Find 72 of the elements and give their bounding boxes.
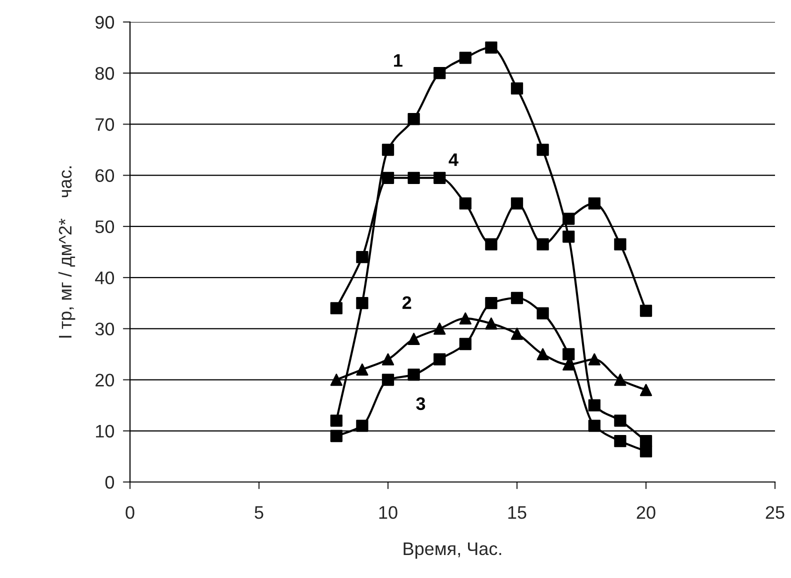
point: [485, 41, 498, 54]
series-label: 4: [448, 153, 458, 166]
point: [588, 399, 600, 412]
point: [510, 82, 524, 95]
point: [408, 113, 420, 126]
point: [485, 238, 498, 250]
point: [640, 304, 652, 317]
y-tick-label: 70: [96, 118, 114, 131]
y-tick-label: 20: [96, 374, 114, 386]
point: [382, 172, 394, 184]
point: [408, 172, 420, 184]
point: [510, 292, 524, 304]
point: [330, 430, 342, 442]
point: [536, 144, 549, 156]
point: [588, 420, 600, 432]
point: [356, 251, 368, 264]
point: [459, 197, 472, 210]
point: [408, 368, 420, 381]
point: [562, 348, 575, 360]
point: [434, 322, 446, 335]
point: [382, 353, 394, 366]
point: [459, 52, 472, 64]
series-label: 1: [394, 54, 402, 67]
point: [485, 317, 498, 330]
point: [382, 144, 394, 156]
x-tick-label: 0: [126, 506, 134, 519]
x-tick-label: 5: [254, 506, 264, 519]
point: [588, 353, 600, 366]
point: [614, 374, 626, 386]
point: [408, 332, 420, 345]
point: [562, 230, 575, 243]
series-label: 2: [402, 296, 412, 309]
series-label: 3: [416, 397, 426, 410]
y-axis-title: I тр, мг / дм^2* час.: [58, 166, 76, 338]
point: [588, 197, 600, 210]
point: [330, 302, 342, 314]
point: [614, 435, 626, 448]
y-tick-label: 90: [95, 16, 114, 29]
x-tick-label: 20: [636, 506, 656, 519]
point: [434, 67, 446, 80]
point: [640, 445, 652, 458]
point: [356, 420, 368, 432]
point: [562, 212, 575, 225]
y-tick-label: 80: [95, 67, 114, 80]
x-tick-label: 25: [766, 506, 784, 519]
point: [510, 197, 524, 210]
point: [485, 297, 498, 310]
y-tick-label: 30: [95, 322, 114, 336]
y-tick-label: 60: [96, 169, 114, 182]
x-tick-label: 15: [508, 506, 526, 519]
point: [510, 328, 524, 340]
point: [356, 363, 368, 376]
y-tick-label: 50: [95, 220, 114, 234]
point: [459, 338, 472, 350]
x-tick-label: 10: [379, 506, 398, 519]
point: [536, 348, 549, 360]
point: [330, 414, 342, 427]
point: [356, 297, 368, 310]
point: [614, 414, 626, 427]
point: [382, 374, 394, 386]
point: [536, 238, 549, 250]
x-axis-title: Время, Час.: [404, 542, 502, 559]
y-tick-label: 0: [105, 476, 114, 489]
y-tick-label: 40: [95, 271, 114, 284]
point: [614, 238, 626, 250]
point: [434, 353, 446, 366]
point: [536, 307, 549, 320]
point: [330, 374, 342, 386]
y-tick-label: 10: [96, 424, 114, 438]
point: [434, 172, 446, 184]
point: [640, 384, 652, 396]
point: [459, 312, 472, 325]
